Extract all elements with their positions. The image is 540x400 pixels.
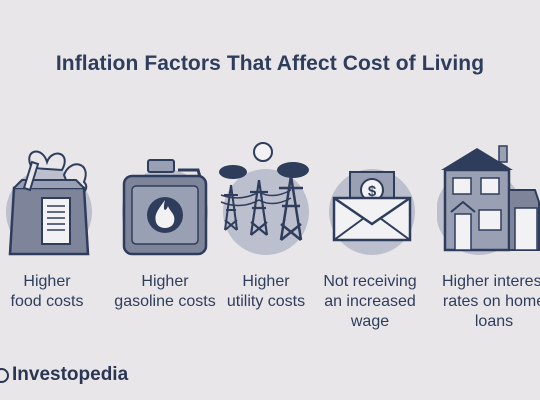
grocery-bag-icon: [0, 140, 102, 260]
brand-mark-icon: [0, 367, 9, 383]
gas-can-icon: [110, 140, 220, 260]
factor-home-loans-label: Higher interest rates on home loans: [441, 273, 540, 330]
brand-name: Investopedia: [12, 364, 129, 385]
envelope-money-icon: $: [320, 140, 430, 260]
svg-text:$: $: [368, 183, 377, 200]
power-lines-icon: [211, 140, 321, 260]
house-icon: [437, 140, 540, 260]
factor-wage-label: Not receiving an increased wage: [323, 273, 417, 330]
page-title: Inflation Factors That Affect Cost of Li…: [55, 52, 485, 75]
factor-utility-label: Higher utility costs: [226, 273, 306, 310]
factor-food-label: Higher food costs: [10, 273, 84, 310]
factor-gasoline-label: Higher gasoline costs: [114, 273, 216, 310]
brand-logo: Investopedia: [0, 364, 128, 386]
